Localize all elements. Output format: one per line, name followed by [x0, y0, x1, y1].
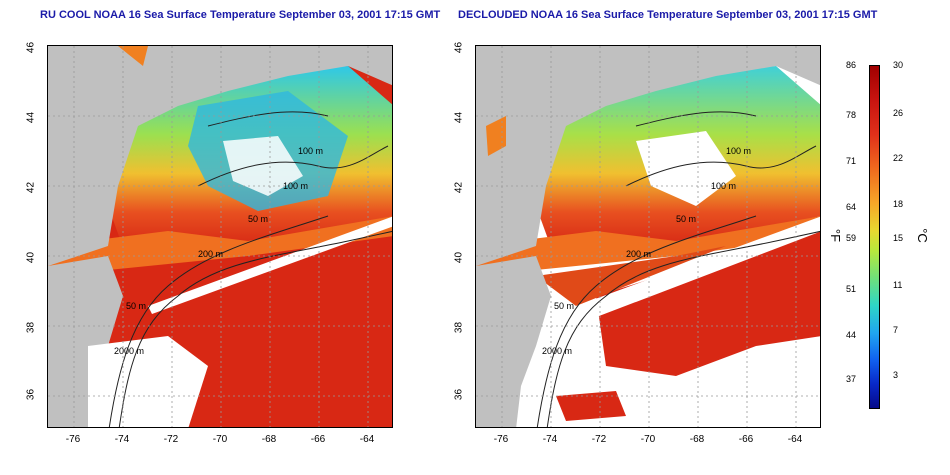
lat-tick-label: 44: [453, 111, 465, 124]
contour-label: 2000 m: [114, 346, 145, 356]
contour-label: 100 m: [726, 146, 752, 156]
missing-data-swath: [576, 216, 820, 321]
lon-tick-label: -66: [310, 434, 326, 445]
lon-tick-label: -72: [591, 434, 607, 445]
lon-tick-label: -76: [65, 434, 81, 445]
cloud-south: [88, 336, 208, 427]
lat-tick-label: 46: [453, 41, 465, 54]
land-southwest: [48, 256, 123, 427]
lon-tick-label: -74: [542, 434, 558, 445]
colorbar-c-tick: 11: [893, 280, 903, 290]
sst-map-declouded-graphic: [476, 46, 820, 427]
sst-map-raw: 100 m 100 m 50 m 200 m 50 m 2000 m: [47, 45, 393, 428]
lat-tick-label: 40: [453, 251, 465, 264]
lon-tick-label: -70: [640, 434, 656, 445]
contour-line: [536, 215, 757, 427]
lon-tick-label: -70: [212, 434, 228, 445]
warm-transition-band: [48, 216, 392, 276]
contour-line: [546, 230, 820, 427]
colorbar-f-tick: 78: [846, 110, 857, 120]
lat-tick-label: 42: [453, 181, 465, 194]
lon-tick-label: -72: [163, 434, 179, 445]
colorbar-c-tick: 3: [893, 370, 899, 380]
warm-spot: [556, 391, 626, 421]
colorbar-f-tick: 51: [846, 284, 857, 294]
graticule: [48, 46, 392, 427]
sst-map-raw-graphic: [48, 46, 392, 427]
lon-tick-label: -66: [738, 434, 754, 445]
lat-tick-label: 38: [25, 321, 37, 334]
warm-transition-band: [476, 216, 820, 276]
colorbar-c-tick: 26: [893, 108, 904, 118]
lon-tick-label: -68: [689, 434, 705, 445]
map-title-right: DECLOUDED NOAA 16 Sea Surface Temperatur…: [458, 9, 878, 21]
contour-label: 100 m: [298, 146, 324, 156]
contour-line: [625, 145, 817, 187]
warm-spot: [486, 116, 506, 156]
lon-tick-label: -64: [359, 434, 375, 445]
colorbar-f-tick: 71: [846, 156, 857, 166]
contour-line: [108, 215, 329, 427]
colorbar-c-tick: 7: [893, 325, 899, 335]
colorbar-c-tick: 15: [893, 233, 904, 243]
colorbar-f-tick: 44: [846, 330, 857, 340]
lon-tick-label: -68: [261, 434, 277, 445]
cloud-masked-area: [636, 131, 736, 206]
lat-tick-label: 40: [25, 251, 37, 264]
contour-label: 50 m: [554, 301, 575, 311]
contour-line: [118, 230, 392, 427]
contour-label: 100 m: [283, 181, 309, 191]
colorbar-f-tick: 59: [846, 233, 857, 243]
lat-tick-label: 36: [453, 388, 465, 401]
colorbar-f-tick: 86: [846, 60, 857, 70]
missing-data-swath: [148, 216, 392, 314]
contour-line: [197, 145, 389, 187]
colorbar-f-tick: 37: [846, 374, 857, 384]
contour-label: 50 m: [248, 214, 269, 224]
colorbar-f-tick: 64: [846, 202, 857, 212]
land-north: [48, 46, 392, 266]
cloud-patch: [223, 136, 303, 196]
lat-tick-label: 36: [25, 388, 37, 401]
lon-tick-label: -76: [493, 434, 509, 445]
colorbar-unit-c: °C: [914, 228, 930, 243]
graticule: [476, 46, 820, 427]
temperature-colorbar: [869, 65, 880, 409]
contour-label: 100 m: [711, 181, 737, 191]
land-southwest: [476, 256, 551, 427]
lat-tick-label: 44: [25, 111, 37, 124]
lon-tick-label: -74: [114, 434, 130, 445]
colorbar-c-tick: 22: [893, 153, 904, 163]
contour-label: 50 m: [676, 214, 697, 224]
warm-spot: [118, 46, 148, 66]
contour-label: 200 m: [198, 249, 224, 259]
colorbar-c-tick: 18: [893, 199, 904, 209]
map-title-left: RU COOL NOAA 16 Sea Surface Temperature …: [40, 9, 441, 21]
sst-map-declouded: 100 m 100 m 50 m 200 m 50 m 2000 m: [475, 45, 821, 428]
colorbar-unit-f: °F: [828, 228, 844, 243]
contour-label: 2000 m: [542, 346, 573, 356]
lon-tick-label: -64: [787, 434, 803, 445]
lat-tick-label: 46: [25, 41, 37, 54]
land-north: [476, 46, 820, 266]
lat-tick-label: 38: [453, 321, 465, 334]
lat-tick-label: 42: [25, 181, 37, 194]
contour-label: 200 m: [626, 249, 652, 259]
contour-label: 50 m: [126, 301, 147, 311]
colorbar-c-tick: 30: [893, 60, 904, 70]
warm-ocean-area: [596, 226, 820, 376]
